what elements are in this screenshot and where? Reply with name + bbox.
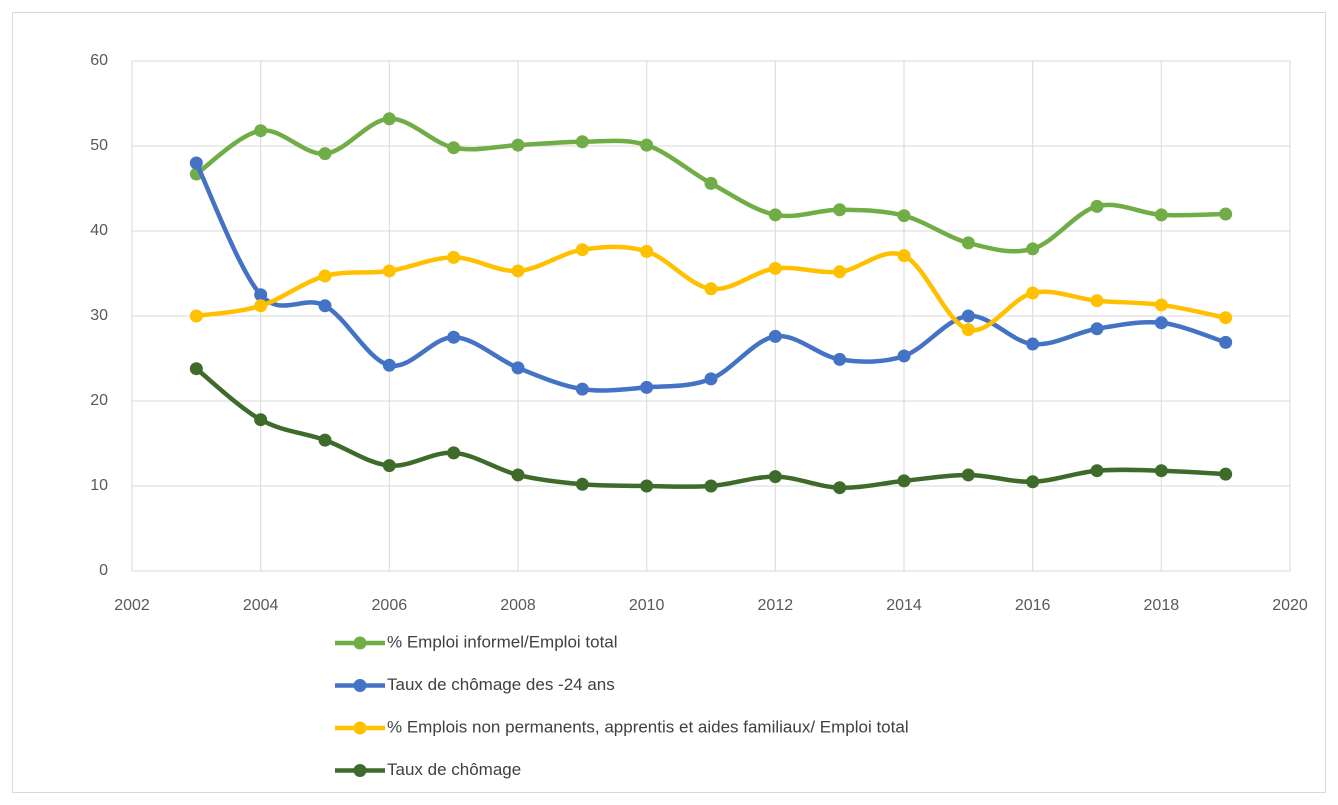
marker	[318, 433, 332, 447]
legend-marker	[353, 679, 367, 692]
marker	[511, 361, 525, 375]
x-tick-label: 2016	[1015, 597, 1051, 614]
marker	[1026, 475, 1040, 489]
series-line	[194, 160, 1228, 393]
marker	[897, 349, 911, 363]
marker	[447, 141, 461, 155]
marker	[1154, 298, 1168, 312]
legend-marker	[353, 636, 367, 650]
legend-label: % Emplois non permanents, apprentis et a…	[387, 717, 909, 736]
marker	[189, 156, 203, 170]
marker	[382, 112, 396, 126]
x-tick-label: 2002	[114, 597, 150, 614]
x-tick-label: 2010	[629, 597, 665, 614]
marker	[382, 264, 396, 278]
x-tick-label: 2006	[372, 597, 408, 614]
marker	[1219, 207, 1233, 221]
marker	[833, 481, 847, 495]
marker	[704, 479, 718, 493]
marker	[1219, 467, 1233, 481]
y-tick-label: 40	[90, 222, 108, 239]
y-tick-label: 60	[90, 52, 108, 69]
marker	[189, 309, 203, 323]
legend-marker	[353, 764, 367, 777]
marker	[1090, 464, 1104, 478]
marker	[1090, 294, 1104, 308]
y-tick-label: 20	[90, 392, 108, 409]
marker	[511, 264, 525, 278]
marker	[833, 265, 847, 279]
marker	[254, 299, 268, 313]
marker	[704, 282, 718, 296]
legend-label: Taux de chômage des -24 ans	[387, 675, 615, 694]
marker	[511, 138, 525, 152]
x-tick-label: 2004	[243, 597, 279, 614]
marker	[640, 479, 654, 493]
marker	[447, 250, 461, 264]
marker	[1026, 286, 1040, 300]
marker	[640, 244, 654, 258]
marker	[768, 208, 782, 222]
marker	[897, 474, 911, 488]
legend-label: % Emploi informel/Emploi total	[387, 632, 618, 651]
marker	[254, 413, 268, 427]
marker	[318, 299, 332, 313]
marker	[961, 323, 975, 337]
marker	[575, 477, 589, 491]
marker	[318, 147, 332, 161]
x-tick-label: 2008	[500, 597, 536, 614]
marker	[254, 288, 268, 302]
y-tick-label: 0	[99, 562, 108, 579]
marker	[704, 176, 718, 190]
marker	[1090, 199, 1104, 213]
marker	[575, 135, 589, 149]
marker	[961, 309, 975, 323]
marker	[447, 330, 461, 344]
marker	[897, 209, 911, 223]
marker	[447, 446, 461, 460]
marker	[382, 358, 396, 372]
marker	[704, 372, 718, 386]
marker	[833, 352, 847, 366]
legend-label: Taux de chômage	[387, 760, 521, 779]
marker	[768, 329, 782, 343]
marker	[254, 124, 268, 138]
marker	[511, 468, 525, 482]
marker	[640, 380, 654, 394]
x-tick-label: 2018	[1144, 597, 1180, 614]
marker	[1026, 337, 1040, 351]
marker	[1154, 316, 1168, 330]
marker	[382, 459, 396, 473]
x-tick-label: 2014	[886, 597, 922, 614]
x-tick-label: 2012	[758, 597, 794, 614]
marker	[897, 249, 911, 263]
marker	[640, 138, 654, 152]
chart-border	[12, 12, 1326, 793]
legend-marker	[353, 721, 367, 735]
y-tick-label: 30	[90, 307, 108, 324]
marker	[318, 269, 332, 283]
marker	[961, 468, 975, 482]
marker	[961, 236, 975, 250]
marker	[768, 470, 782, 484]
marker	[1219, 335, 1233, 349]
x-tick-label: 2020	[1272, 597, 1308, 614]
marker	[575, 382, 589, 396]
marker	[1154, 208, 1168, 222]
marker	[1090, 322, 1104, 336]
y-tick-label: 50	[90, 137, 108, 154]
marker	[1154, 464, 1168, 478]
marker	[768, 261, 782, 275]
marker	[1026, 242, 1040, 256]
marker	[833, 203, 847, 217]
marker	[1219, 311, 1233, 325]
marker	[575, 243, 589, 257]
marker	[189, 362, 203, 376]
y-tick-label: 10	[90, 477, 108, 494]
